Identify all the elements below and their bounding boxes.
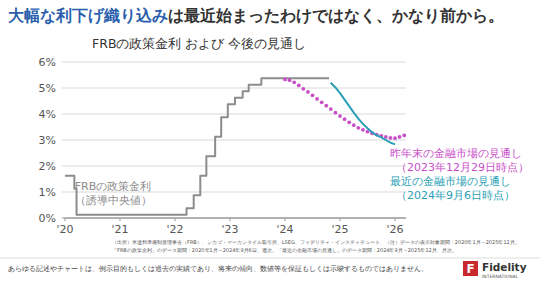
grid-line <box>62 166 406 167</box>
series-dot <box>334 111 338 115</box>
series-dot <box>361 128 365 132</box>
y-tick-label: 4% <box>39 108 56 121</box>
series-annotation: （2023年12月29日時点） <box>396 161 529 174</box>
series-dot <box>329 107 333 111</box>
logo-mark: F <box>466 262 474 276</box>
x-axis-line <box>65 218 406 219</box>
series-label: FRBの政策金利 <box>75 180 152 193</box>
series-dot <box>343 117 347 121</box>
grid-line <box>62 62 406 63</box>
x-tick-label: '24 <box>276 223 293 236</box>
x-tick <box>340 218 341 221</box>
logo-name: Fidelity <box>482 261 527 273</box>
x-tick-label: '20 <box>56 223 73 236</box>
headline-rest: は最近始まったわけではなく、かなり前から。 <box>168 7 504 25</box>
logo-box <box>463 261 478 276</box>
grid-line <box>62 140 406 141</box>
series-line <box>331 83 395 145</box>
x-tick-label: '26 <box>386 223 403 236</box>
series-dot <box>393 136 397 140</box>
x-tick-label: '21 <box>111 223 128 236</box>
series-dot <box>398 135 402 139</box>
series-line <box>65 78 329 215</box>
headline: 大幅な利下げ織り込みは最近始まったわけではなく、かなり前から。 <box>8 7 504 25</box>
series-annotation: （誘導中央値） <box>75 194 152 207</box>
divider <box>0 258 540 259</box>
chart-title: FRBの政策金利 および 今後の見通し <box>92 36 306 51</box>
series-dot <box>297 84 301 88</box>
y-tick-label: 3% <box>39 134 56 147</box>
x-tick-label: '23 <box>221 223 238 236</box>
background <box>0 0 540 283</box>
x-tick-label: '22 <box>166 223 183 236</box>
series-dot <box>389 136 393 140</box>
source-note: （出所）米連邦準備制度理事会（FRB）、シカゴ・マーカンタイル取引所、LSEG、… <box>112 239 520 245</box>
logo-sub: INTERNATIONAL <box>482 274 519 279</box>
x-tick <box>120 218 121 221</box>
series-annotation: （2024年9月6日時点） <box>396 189 515 202</box>
y-tick-label: 0% <box>39 212 56 225</box>
y-tick-label: 6% <box>39 56 56 69</box>
x-tick <box>285 218 286 221</box>
x-tick-label: '25 <box>331 223 348 236</box>
series-dot <box>306 90 310 94</box>
series-dot <box>324 104 328 108</box>
x-tick <box>175 218 176 221</box>
series-label: 昨年末の金融市場の見通し <box>390 147 522 160</box>
series-dot <box>288 78 292 82</box>
series-dot <box>301 87 305 91</box>
y-tick-label: 2% <box>39 160 56 173</box>
headline-emphasis: 大幅な利下げ織り込み <box>8 7 168 25</box>
grid-line <box>62 218 406 219</box>
grid-line <box>62 88 406 89</box>
plot-data <box>65 78 406 215</box>
source-note: 「FRBの政策金利」のデータ期間：2020年1月～2024年9月6日、週次。「最… <box>112 247 457 253</box>
series-dot <box>311 93 315 97</box>
series-dot <box>356 126 360 130</box>
disclaimer: あらゆる記述やチャートは、例示目的もしくは過去の実績であり、将来の傾向、数値等を… <box>8 265 428 273</box>
x-tick <box>65 218 66 221</box>
series-dot <box>292 80 296 84</box>
grid <box>62 62 406 218</box>
series-dot <box>338 114 342 118</box>
series-label: 最近の金融市場の見通し <box>390 175 511 188</box>
series-dot <box>283 78 287 82</box>
series-dot <box>352 123 356 127</box>
y-tick-label: 5% <box>39 82 56 95</box>
series-dot <box>315 97 319 101</box>
x-tick <box>230 218 231 221</box>
series-dot <box>402 133 406 137</box>
y-tick-label: 1% <box>39 186 56 199</box>
series-dot <box>320 100 324 104</box>
slide: 大幅な利下げ織り込みは最近始まったわけではなく、かなり前から。 FRBの政策金利 … <box>0 0 540 283</box>
series-dot <box>347 120 351 124</box>
x-tick <box>395 218 396 221</box>
